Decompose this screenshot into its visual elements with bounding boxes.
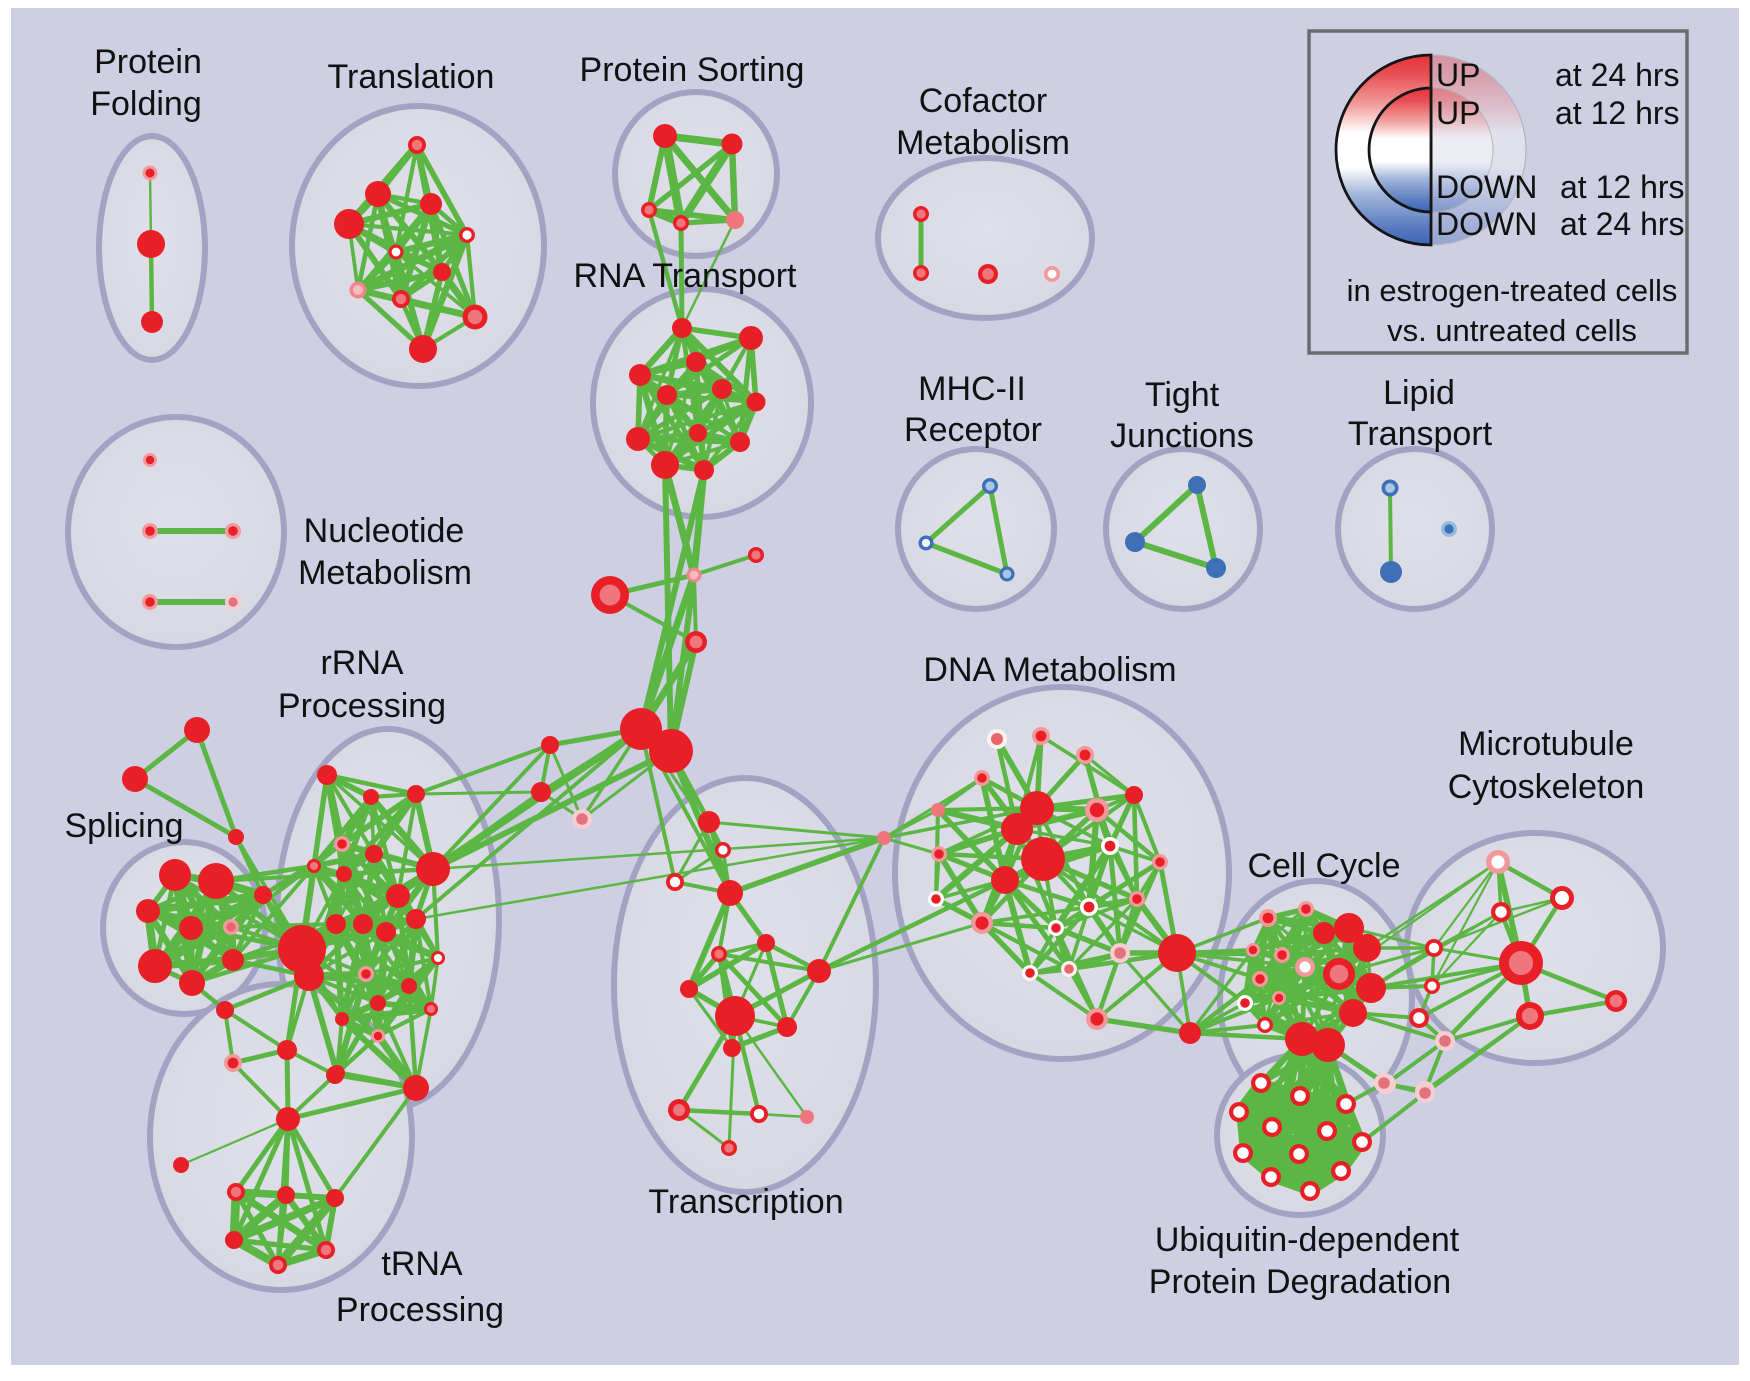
svg-text:Junctions: Junctions [1110,417,1254,455]
svg-text:Metabolism: Metabolism [298,554,472,592]
svg-text:DOWN: DOWN [1436,206,1537,242]
svg-text:Processing: Processing [336,1291,504,1329]
svg-text:Receptor: Receptor [904,411,1042,449]
svg-text:at 24 hrs: at 24 hrs [1560,206,1685,242]
svg-text:Protein Degradation: Protein Degradation [1149,1263,1451,1301]
svg-text:MHC-II: MHC-II [918,370,1026,408]
svg-text:Nucleotide: Nucleotide [304,512,465,550]
svg-text:vs. untreated cells: vs. untreated cells [1387,313,1637,348]
svg-text:rRNA: rRNA [320,644,403,682]
svg-text:in estrogen-treated cells: in estrogen-treated cells [1347,273,1678,308]
svg-text:Cell Cycle: Cell Cycle [1247,847,1400,885]
svg-text:Ubiquitin-dependent: Ubiquitin-dependent [1155,1221,1460,1259]
svg-text:at 12 hrs: at 12 hrs [1555,95,1680,131]
svg-text:Cofactor: Cofactor [919,82,1048,120]
svg-text:DNA Metabolism: DNA Metabolism [923,651,1176,689]
svg-text:Splicing: Splicing [64,807,183,845]
svg-text:RNA Transport: RNA Transport [574,257,798,295]
svg-text:at 12 hrs: at 12 hrs [1560,169,1685,205]
svg-text:Protein: Protein [94,43,202,81]
svg-text:Tight: Tight [1145,376,1220,414]
svg-text:Lipid: Lipid [1383,374,1455,412]
svg-text:Cytoskeleton: Cytoskeleton [1448,768,1645,806]
svg-text:Processing: Processing [278,687,446,725]
svg-text:UP: UP [1436,95,1480,131]
svg-text:Protein Sorting: Protein Sorting [580,51,805,89]
svg-text:tRNA: tRNA [381,1245,463,1283]
svg-text:Metabolism: Metabolism [896,124,1070,162]
svg-text:Microtubule: Microtubule [1458,725,1634,763]
svg-text:Transcription: Transcription [648,1183,843,1221]
svg-text:Transport: Transport [1348,415,1493,453]
svg-text:UP: UP [1436,57,1480,93]
svg-text:DOWN: DOWN [1436,169,1537,205]
svg-text:Folding: Folding [90,85,202,123]
svg-text:Translation: Translation [328,58,495,96]
svg-text:at 24 hrs: at 24 hrs [1555,57,1680,93]
